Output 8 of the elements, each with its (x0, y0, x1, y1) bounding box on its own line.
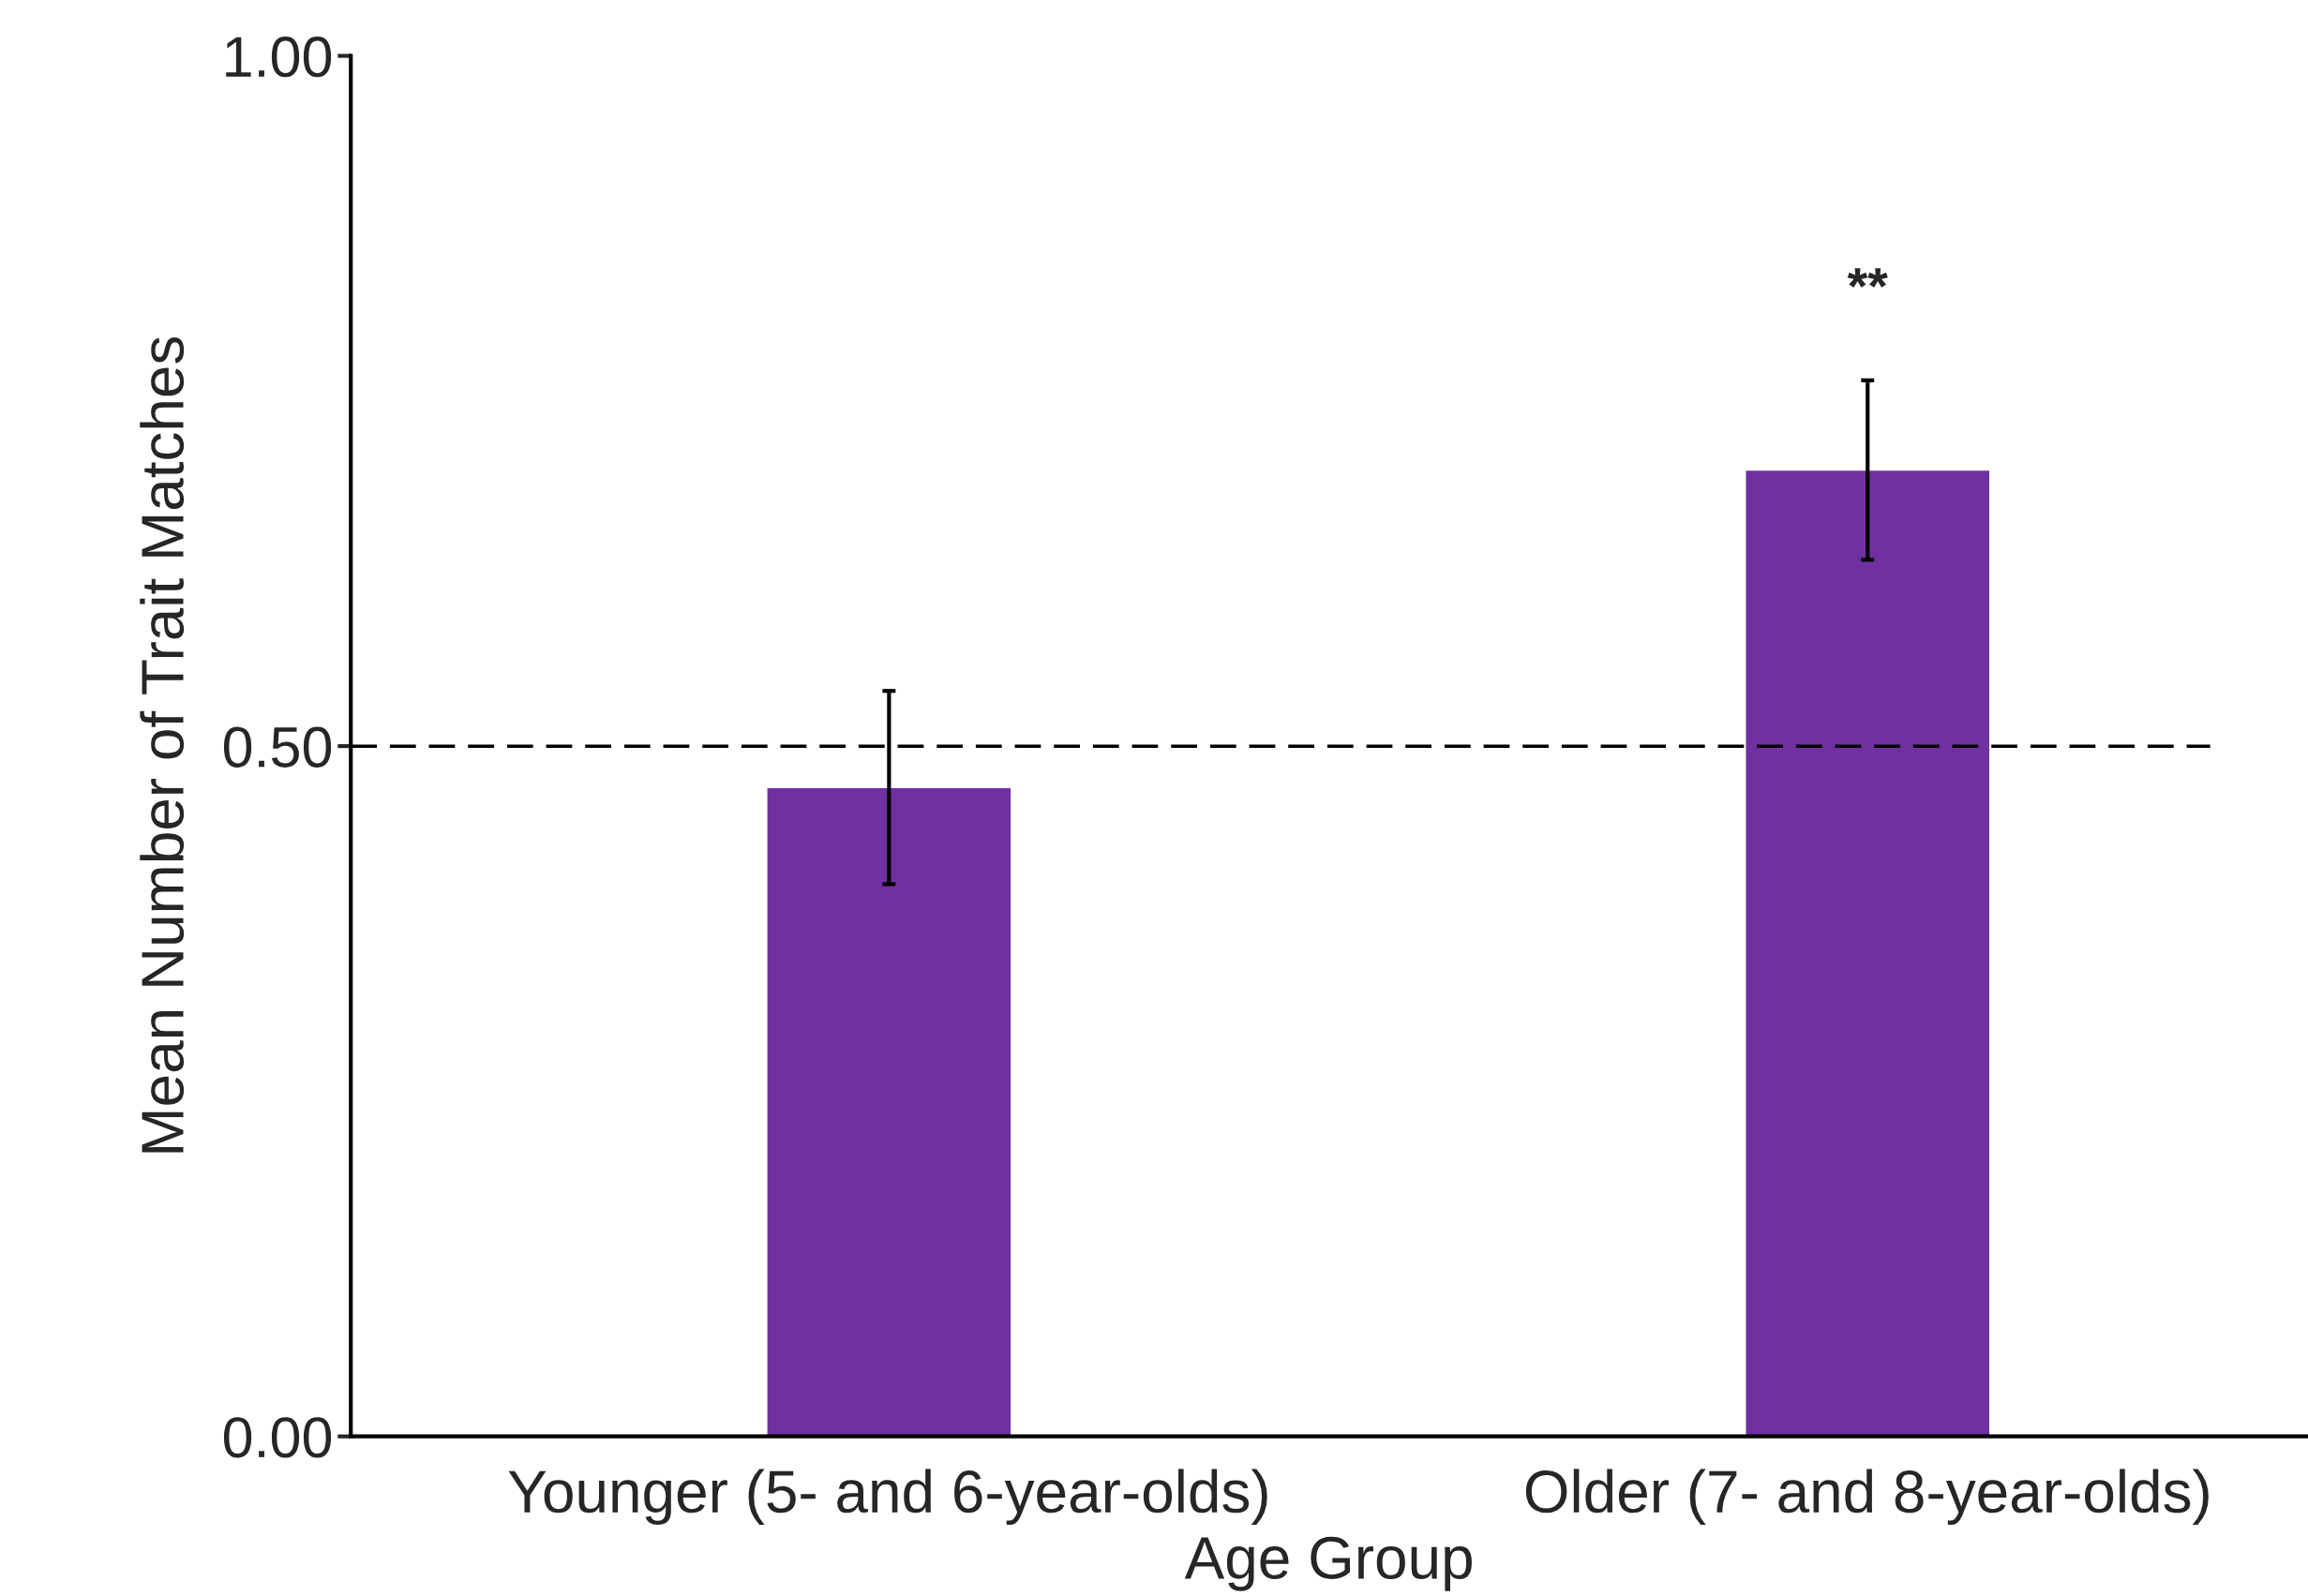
y-axis-title: Mean Number of Trait Matches (140, 336, 185, 1153)
x-tick-label: Younger (5- and 6-year-olds) (508, 1469, 1267, 1525)
x-tick-label: Older (7- and 8-year-olds) (1525, 1469, 2209, 1525)
y-tick-label: 0.50 (223, 726, 332, 768)
annotation: ** (1847, 268, 1888, 288)
x-axis-title: Age Group (1184, 1536, 1472, 1591)
y-tick-label: 1.00 (226, 37, 332, 78)
y-tick-label: 0.00 (223, 1417, 332, 1458)
